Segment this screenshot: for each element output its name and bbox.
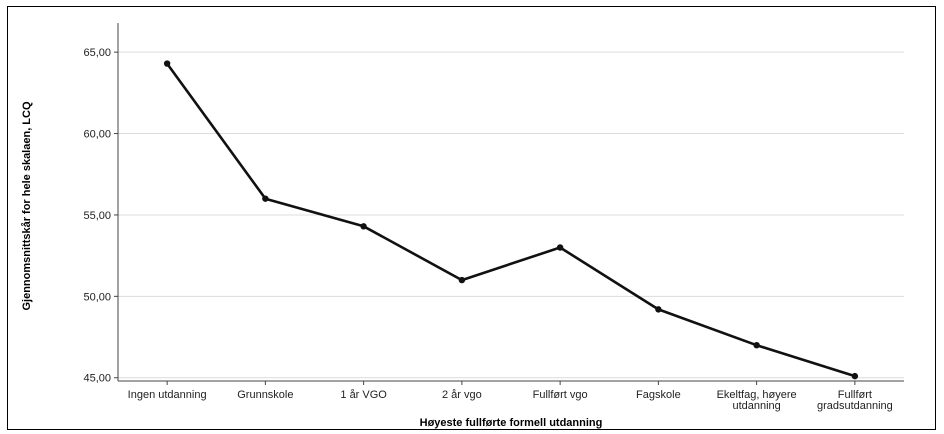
x-tick-label: Fullført vgo: [533, 389, 588, 401]
data-point: [458, 276, 466, 284]
x-tick-label: 1 år VGO: [340, 389, 387, 401]
axes: [114, 23, 904, 385]
series-line: [166, 62, 856, 378]
x-tick-labels: Ingen utdanning Grunnskole 1 år VGO 2 år vg…: [128, 389, 893, 412]
y-tick-label: 45,00: [83, 373, 111, 385]
data-point: [360, 223, 367, 230]
y-tick-labels: 45,00 50,00 55,00 60,00 65,00: [83, 47, 111, 385]
x-tick-label: Fullført gradsutdanning: [817, 389, 893, 412]
y-tick-label: 65,00: [83, 47, 111, 59]
gridlines: [118, 51, 904, 379]
x-tick-label: Grunnskole: [237, 389, 293, 401]
y-tick-label: 60,00: [83, 129, 111, 141]
x-tick-label: Ingen utdanning: [128, 389, 207, 401]
y-axis-title: Gjennomsnittskår for hele skalaen, LCQ: [21, 101, 33, 311]
y-tick-label: 50,00: [83, 291, 111, 303]
series-path: [166, 62, 856, 378]
y-tick-label: 55,00: [83, 210, 111, 222]
x-tick-label: Ekeltfag, høyere utdanning: [717, 389, 797, 412]
chart-frame: 45,00 50,00 55,00 60,00 65,00 Ingen utdannin…: [7, 6, 936, 430]
data-point: [753, 341, 760, 349]
data-point: [556, 244, 564, 251]
data-points: [163, 60, 859, 380]
data-point: [163, 60, 171, 67]
x-tick-label: Fagskole: [636, 389, 681, 401]
data-point: [851, 372, 859, 380]
data-point: [655, 306, 662, 313]
x-tick-label: 2 år vgo: [442, 389, 482, 401]
x-axis-title: Høyeste fullførte formell utdanning: [420, 417, 603, 429]
line-chart: 45,00 50,00 55,00 60,00 65,00 Ingen utdannin…: [21, 23, 904, 429]
data-point: [262, 195, 269, 202]
